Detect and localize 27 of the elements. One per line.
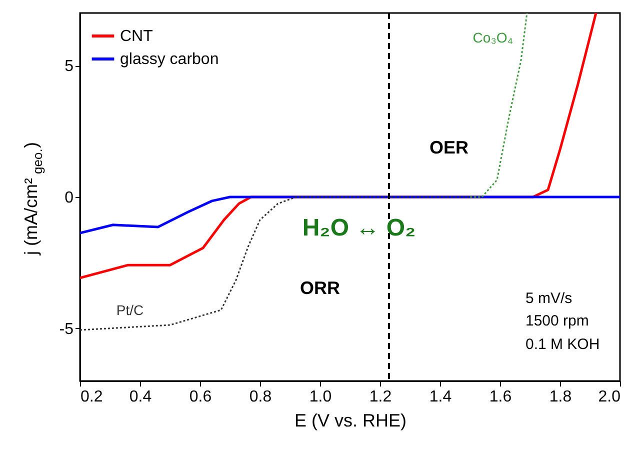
x-tick-label: 1.8 xyxy=(549,388,572,406)
y-tick-label: 0 xyxy=(64,190,74,206)
y-tick-label: 5 xyxy=(64,58,74,76)
x-tick-label: 0.2 xyxy=(80,388,103,406)
series-label: Co₃O₄ xyxy=(472,29,514,46)
legend-label: glassy carbon xyxy=(120,51,219,68)
annotation: H₂O ↔ O₂ xyxy=(302,214,416,242)
annotation: 1500 rpm xyxy=(526,312,589,330)
line-series xyxy=(80,196,483,331)
series-label: Pt/C xyxy=(116,302,144,318)
x-tick-label: 1.6 xyxy=(489,388,512,406)
x-tick-label: 0.8 xyxy=(249,388,272,406)
x-tick-label: 2.0 xyxy=(598,388,621,406)
x-tick-label: 1.4 xyxy=(429,388,452,406)
annotation: ORR xyxy=(300,278,340,298)
x-tick-label: 1.0 xyxy=(309,388,332,406)
x-axis-title: E (V vs. RHE) xyxy=(294,410,407,430)
x-tick-label: 1.2 xyxy=(369,388,392,406)
y-axis-title: j (mA/cm²geo.) xyxy=(21,142,45,256)
legend-label: CNT xyxy=(120,28,154,45)
annotation: 0.1 M KOH xyxy=(526,336,600,354)
x-tick-label: 0.4 xyxy=(129,388,152,406)
x-tick-label: 0.6 xyxy=(189,388,212,406)
annotation: 5 mV/s xyxy=(526,290,572,308)
annotation: OER xyxy=(429,137,469,158)
y-tick-label: -5 xyxy=(59,320,74,338)
line-series xyxy=(469,13,528,198)
